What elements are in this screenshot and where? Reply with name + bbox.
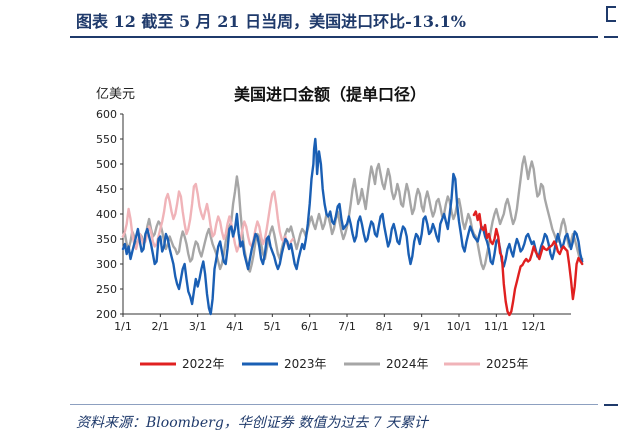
- x-tick-label: 12/1: [521, 320, 546, 333]
- x-tick-label: 10/1: [447, 320, 472, 333]
- y-tick-label: 500: [96, 158, 117, 171]
- x-tick-label: 4/1: [226, 320, 244, 333]
- legend-label: 2022年: [182, 357, 225, 371]
- y-tick-label: 600: [96, 108, 117, 121]
- y-tick-label: 250: [96, 283, 117, 296]
- legend-label: 2024年: [386, 357, 429, 371]
- side-bracket: [606, 6, 616, 22]
- series-line-2023年: [121, 137, 584, 316]
- source-rule: [70, 404, 598, 405]
- y-tick-label: 400: [96, 208, 117, 221]
- chart-title: 美国进口金额（提单口径）: [234, 85, 426, 104]
- legend-label: 2023年: [284, 357, 327, 371]
- series-line-2025年: [121, 182, 295, 253]
- x-tick-label: 3/1: [189, 320, 207, 333]
- x-tick-label: 8/1: [375, 320, 393, 333]
- side-dash-bottom: [604, 404, 618, 406]
- chart-legend: 2022年 2023年 2024年 2025年: [140, 357, 529, 371]
- series-line-2024年: [121, 155, 584, 273]
- side-dash-top: [604, 36, 618, 38]
- y-tick-label: 200: [96, 308, 117, 321]
- y-tick-label: 450: [96, 183, 117, 196]
- series-layer: [121, 137, 584, 317]
- x-tick-label: 11/1: [484, 320, 509, 333]
- x-tick-label: 1/1: [114, 320, 132, 333]
- y-tick-label: 550: [96, 133, 117, 146]
- chart-axes: 200 250 300 350 400 450 500 550 600 1/1 2/1 3/1 4/1 5…: [96, 108, 571, 333]
- y-tick-label: 300: [96, 258, 117, 271]
- figure-caption: 图表 12 截至 5 月 21 日当周，美国进口环比-13.1%: [76, 12, 466, 31]
- series-line-2022年: [472, 210, 584, 317]
- x-tick-label: 5/1: [263, 320, 281, 333]
- x-tick-label: 7/1: [338, 320, 356, 333]
- y-tick-label: 350: [96, 233, 117, 246]
- y-axis-unit-label: 亿美元: [96, 87, 135, 102]
- x-tick-label: 2/1: [151, 320, 169, 333]
- x-tick-label: 9/1: [413, 320, 431, 333]
- x-tick-label: 6/1: [301, 320, 319, 333]
- source-note: 资料来源：Bloomberg，华创证券 数值为过去 7 天累计: [76, 415, 429, 431]
- caption-rule: [70, 36, 598, 38]
- legend-label: 2025年: [486, 357, 529, 371]
